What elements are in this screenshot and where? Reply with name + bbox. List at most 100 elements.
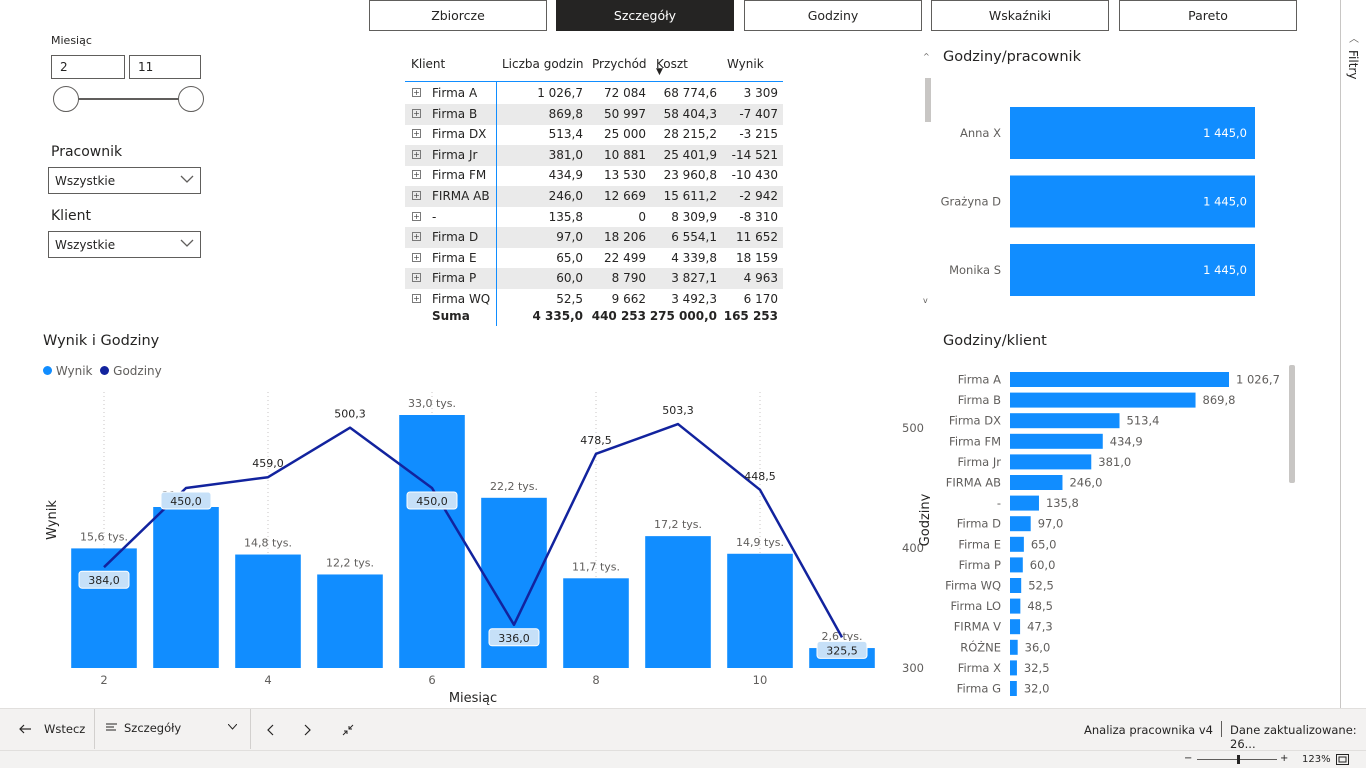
tab-godziny[interactable]: Godziny [744, 0, 922, 31]
table-row[interactable]: + FIRMA AB 246,0 12 669 15 611,2 -2 942 [405, 186, 783, 207]
bar[interactable] [153, 507, 219, 668]
client-chart-scrollbar[interactable] [1288, 365, 1296, 705]
expand-icon[interactable]: + [412, 294, 421, 303]
tab-wskazniki[interactable]: Wskaźniki [931, 0, 1109, 31]
employee-dropdown[interactable]: Wszystkie [48, 167, 201, 194]
category-label: Firma WQ [945, 579, 1001, 593]
bar[interactable] [1010, 475, 1063, 490]
category-label: Firma FM [949, 434, 1001, 448]
table-row[interactable]: + - 135,8 0 8 309,9 -8 310 [405, 207, 783, 228]
bar[interactable] [1010, 244, 1255, 296]
table-row[interactable]: + Firma DX 513,4 25 000 28 215,2 -3 215 [405, 124, 783, 145]
bar[interactable] [317, 574, 383, 668]
table-row[interactable]: + Firma FM 434,9 13 530 23 960,8 -10 430 [405, 165, 783, 186]
table-row[interactable]: + Firma B 869,8 50 997 58 404,3 -7 407 [405, 103, 783, 125]
bar[interactable] [1010, 557, 1023, 573]
bar[interactable] [1010, 372, 1229, 387]
bar[interactable] [1010, 536, 1024, 552]
scrollbar-thumb[interactable] [925, 78, 931, 122]
client-dropdown[interactable]: Wszystkie [48, 231, 201, 258]
expand-icon[interactable]: + [412, 191, 421, 200]
month-slider-handle-min[interactable] [53, 86, 79, 112]
expand-icon[interactable]: + [412, 252, 421, 262]
bar[interactable] [1010, 619, 1021, 635]
month-from-input[interactable]: 2 [51, 55, 125, 79]
bar[interactable] [1010, 433, 1103, 449]
scroll-down-icon[interactable]: v [923, 296, 928, 305]
bar-data-label: 33,0 tys. [408, 397, 456, 410]
filters-pane-label[interactable]: Filtry [1346, 50, 1360, 80]
bar[interactable] [1010, 392, 1196, 408]
bar[interactable] [1010, 639, 1018, 655]
table-cell: -14 521 [731, 147, 778, 162]
bar[interactable] [235, 554, 301, 668]
data-label: 36,0 [1025, 640, 1051, 654]
tab-pareto[interactable]: Pareto [1119, 0, 1297, 31]
bar[interactable] [645, 536, 711, 668]
column-header-godziny[interactable]: Liczba godzin [502, 57, 584, 71]
table-row[interactable]: + Firma A 1 026,7 72 084 68 774,6 3 309 [405, 83, 783, 104]
legend-godziny[interactable]: Godziny [113, 364, 162, 378]
divider [1221, 721, 1222, 737]
bar[interactable] [1010, 107, 1255, 159]
table-cell: 18 206 [604, 230, 646, 245]
expand-icon[interactable]: + [412, 88, 421, 97]
bar[interactable] [1010, 578, 1022, 593]
bar[interactable] [399, 415, 465, 668]
expand-icon[interactable]: + [412, 149, 421, 159]
bar[interactable] [1010, 516, 1031, 532]
expand-icon[interactable]: + [412, 129, 421, 139]
line-series[interactable] [103, 422, 844, 639]
bar[interactable] [727, 553, 793, 668]
expand-icon[interactable]: + [412, 108, 421, 118]
bar[interactable] [71, 548, 137, 668]
line-data-label: 450,0 [406, 491, 458, 510]
previous-page-icon[interactable] [266, 724, 274, 736]
column-header-wynik[interactable]: Wynik [727, 57, 764, 71]
tab-szczegoly[interactable]: Szczegóły [556, 0, 734, 31]
fullscreen-exit-icon[interactable] [342, 724, 354, 736]
bar[interactable] [1010, 454, 1092, 470]
next-page-icon[interactable] [304, 724, 312, 736]
bar[interactable] [1010, 175, 1255, 228]
expand-icon[interactable]: + [412, 170, 421, 180]
category-label: Firma E [958, 537, 1001, 551]
bar[interactable] [563, 578, 629, 668]
scroll-up-icon[interactable]: ^ [923, 52, 930, 61]
bar[interactable] [1010, 681, 1017, 696]
table-row[interactable]: + Firma E 65,0 22 499 4 339,8 18 159 [405, 248, 783, 269]
fit-to-page-icon[interactable] [1336, 754, 1349, 765]
bar[interactable] [1010, 598, 1021, 614]
zoom-slider-handle[interactable] [1237, 755, 1240, 764]
expand-icon[interactable]: + [412, 211, 421, 221]
column-header-przychod[interactable]: Przychód [592, 57, 647, 71]
expand-icon[interactable]: + [412, 232, 421, 242]
table-row[interactable]: + Firma Jr 381,0 10 881 25 401,9 -14 521 [405, 144, 783, 166]
column-header-koszt[interactable]: Koszt [656, 57, 688, 71]
matrix-scrollbar[interactable]: ^ v [923, 52, 933, 310]
expand-icon[interactable]: + [412, 273, 421, 283]
bar[interactable] [1010, 495, 1039, 511]
table-row[interactable]: + Firma D 97,0 18 206 6 554,1 11 652 [405, 227, 783, 249]
zoom-out-button[interactable]: − [1184, 753, 1193, 764]
line-data-label: 448,5 [744, 470, 776, 483]
chevron-up-icon[interactable]: ︿ [1349, 34, 1359, 45]
legend-wynik[interactable]: Wynik [55, 364, 93, 378]
y-right-tick-label: 300 [902, 661, 924, 675]
table-row[interactable]: + Firma WQ 52,5 9 662 3 492,3 6 170 [405, 289, 783, 310]
filters-pane[interactable]: ︿ Filtry [1340, 0, 1366, 708]
month-slider-track[interactable] [66, 98, 191, 100]
bar[interactable] [1010, 413, 1120, 429]
label-box [406, 491, 458, 510]
table-row[interactable]: + Firma P 60,0 8 790 3 827,1 4 963 [405, 268, 783, 290]
tab-zbiorcze[interactable]: Zbiorcze [369, 0, 547, 31]
bar[interactable] [1010, 660, 1017, 676]
data-label: 1 445,0 [1203, 263, 1247, 277]
back-button[interactable]: Wstecz [18, 722, 85, 736]
column-header-klient[interactable]: Klient [411, 57, 446, 71]
month-to-input[interactable]: 11 [129, 55, 201, 79]
zoom-in-button[interactable]: + [1280, 753, 1289, 764]
page-selector[interactable]: Szczegóły [106, 721, 241, 735]
scrollbar-thumb[interactable] [1289, 365, 1295, 483]
month-slider-handle-max[interactable] [178, 86, 204, 112]
